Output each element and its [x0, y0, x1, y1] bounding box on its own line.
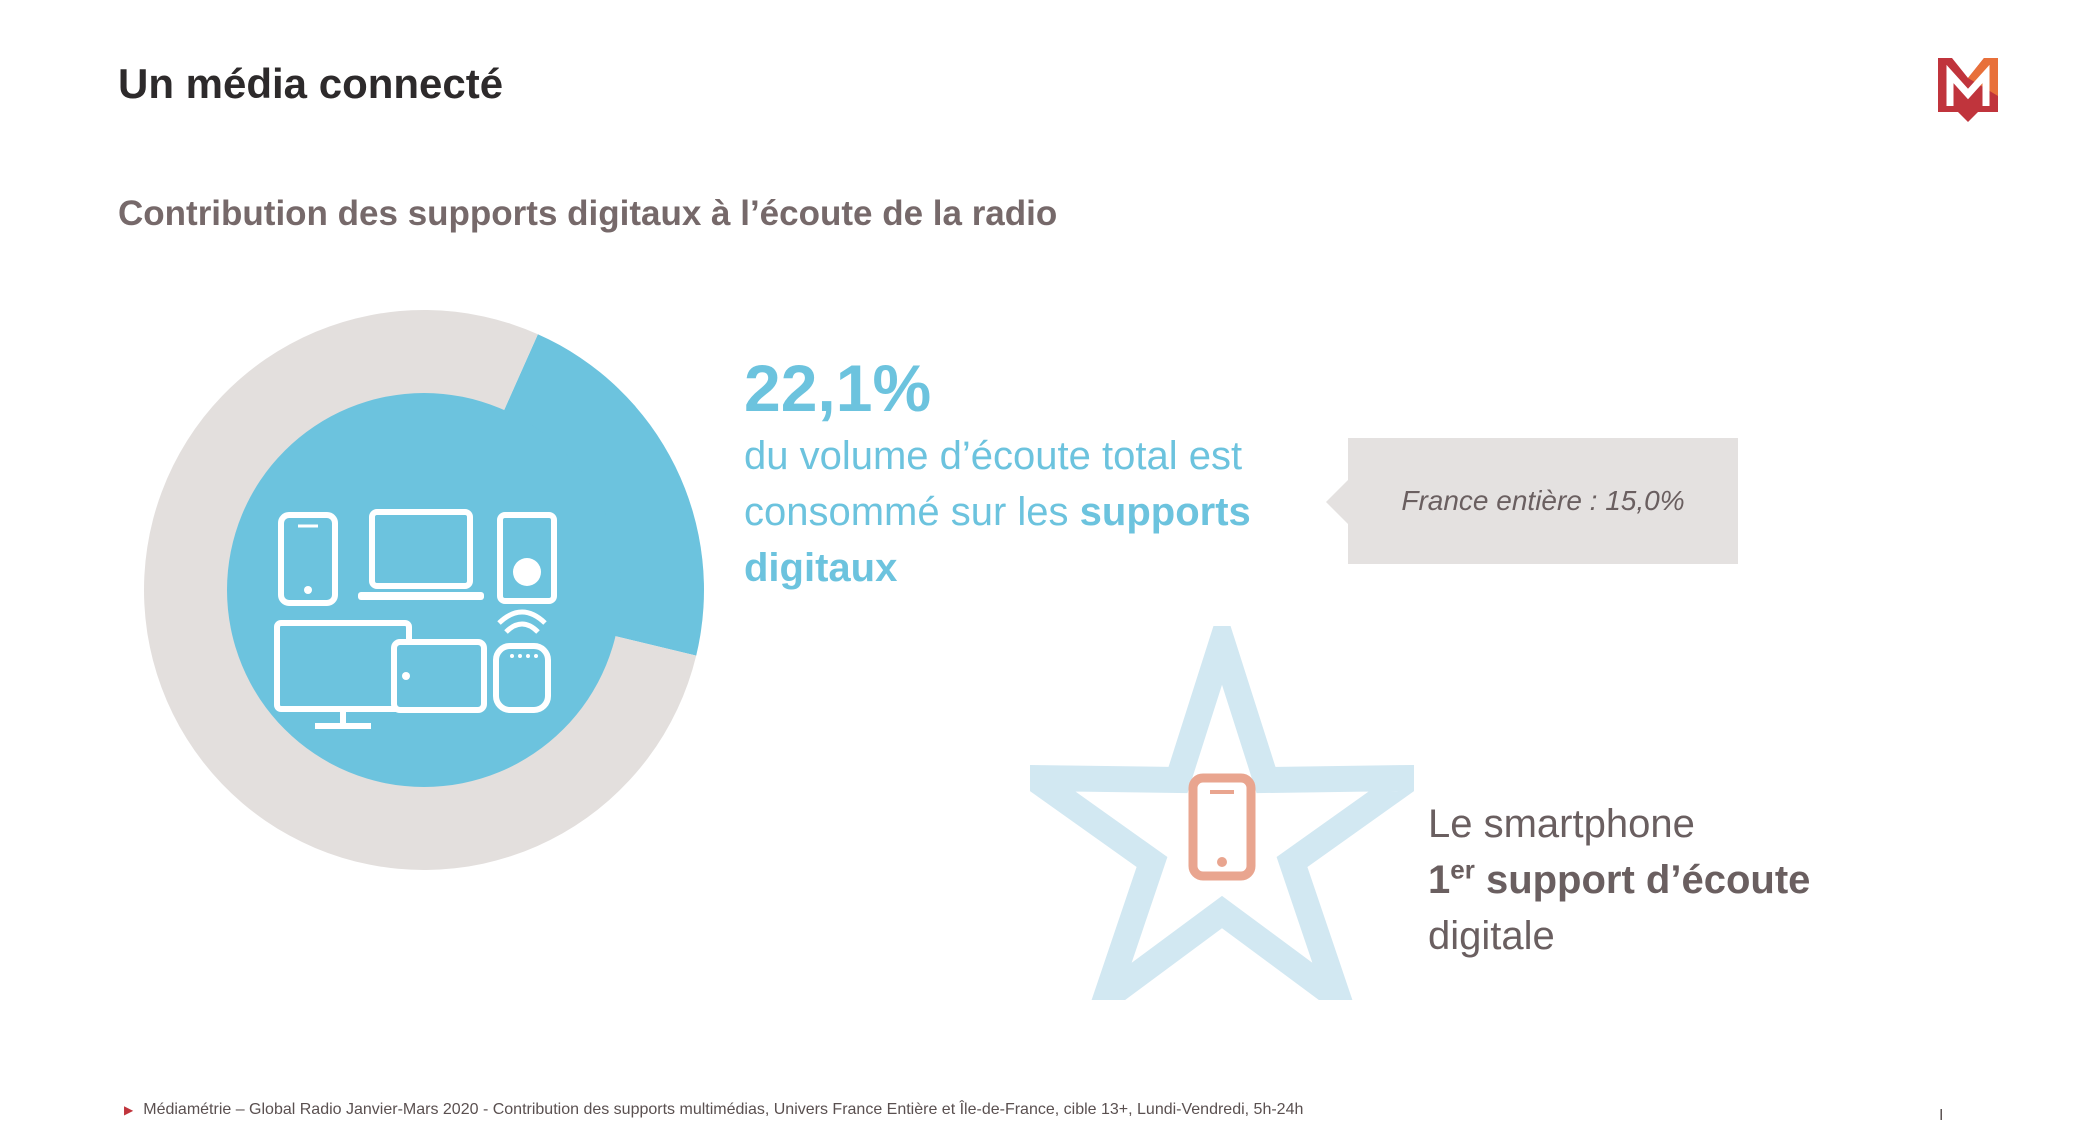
digital-share-value: 22,1% — [744, 351, 932, 425]
donut-center — [227, 393, 621, 787]
smartphone-line-2: 1er support d’écoute — [1428, 854, 1811, 902]
description-line-2: consommé sur les — [744, 490, 1080, 534]
footnote-text: Médiamétrie – Global Radio Janvier-Mars … — [143, 1101, 1304, 1118]
star-icon — [1030, 626, 1414, 1000]
description-bold-digitaux: digitaux — [744, 546, 898, 590]
footnote-arrow-icon: ▶ — [124, 1103, 134, 1117]
page-subtitle: Contribution des supports digitaux à l’é… — [118, 194, 1058, 233]
page-title: Un média connecté — [118, 60, 504, 107]
mediametrie-logo — [1938, 58, 1998, 122]
device-icons — [274, 509, 557, 729]
rank-number: 1 — [1428, 858, 1451, 902]
source-footnote: ▶ Médiamétrie – Global Radio Janvier-Mars… — [124, 1101, 1303, 1119]
smartphone-line-3: digitale — [1428, 914, 1555, 958]
france-entiere-callout: France entière : 15,0% — [1326, 438, 1738, 564]
smartphone-icon — [278, 512, 338, 606]
description-line-1: du volume d’écoute total est — [744, 434, 1243, 478]
smartphone-line-2-rest: support d’écoute — [1474, 858, 1811, 902]
smartphone-line-1: Le smartphone — [1428, 802, 1695, 846]
star-smartphone-icon — [1188, 773, 1256, 881]
rank-suffix: er — [1450, 854, 1475, 885]
description-bold-supports: supports — [1079, 490, 1251, 534]
laptop-icon — [358, 509, 484, 600]
smartphone-statement: Le smartphone 1er support d’écoute digit… — [1428, 796, 1810, 964]
smart-speaker-icon — [493, 609, 551, 713]
page-number: I — [1939, 1107, 1944, 1124]
donut-chart — [144, 310, 704, 871]
callout-text: France entière : 15,0% — [1401, 485, 1685, 516]
music-player-icon — [497, 512, 557, 604]
tablet-icon — [391, 639, 487, 713]
digital-share-description: du volume d’écoute total est consommé su… — [744, 428, 1334, 596]
